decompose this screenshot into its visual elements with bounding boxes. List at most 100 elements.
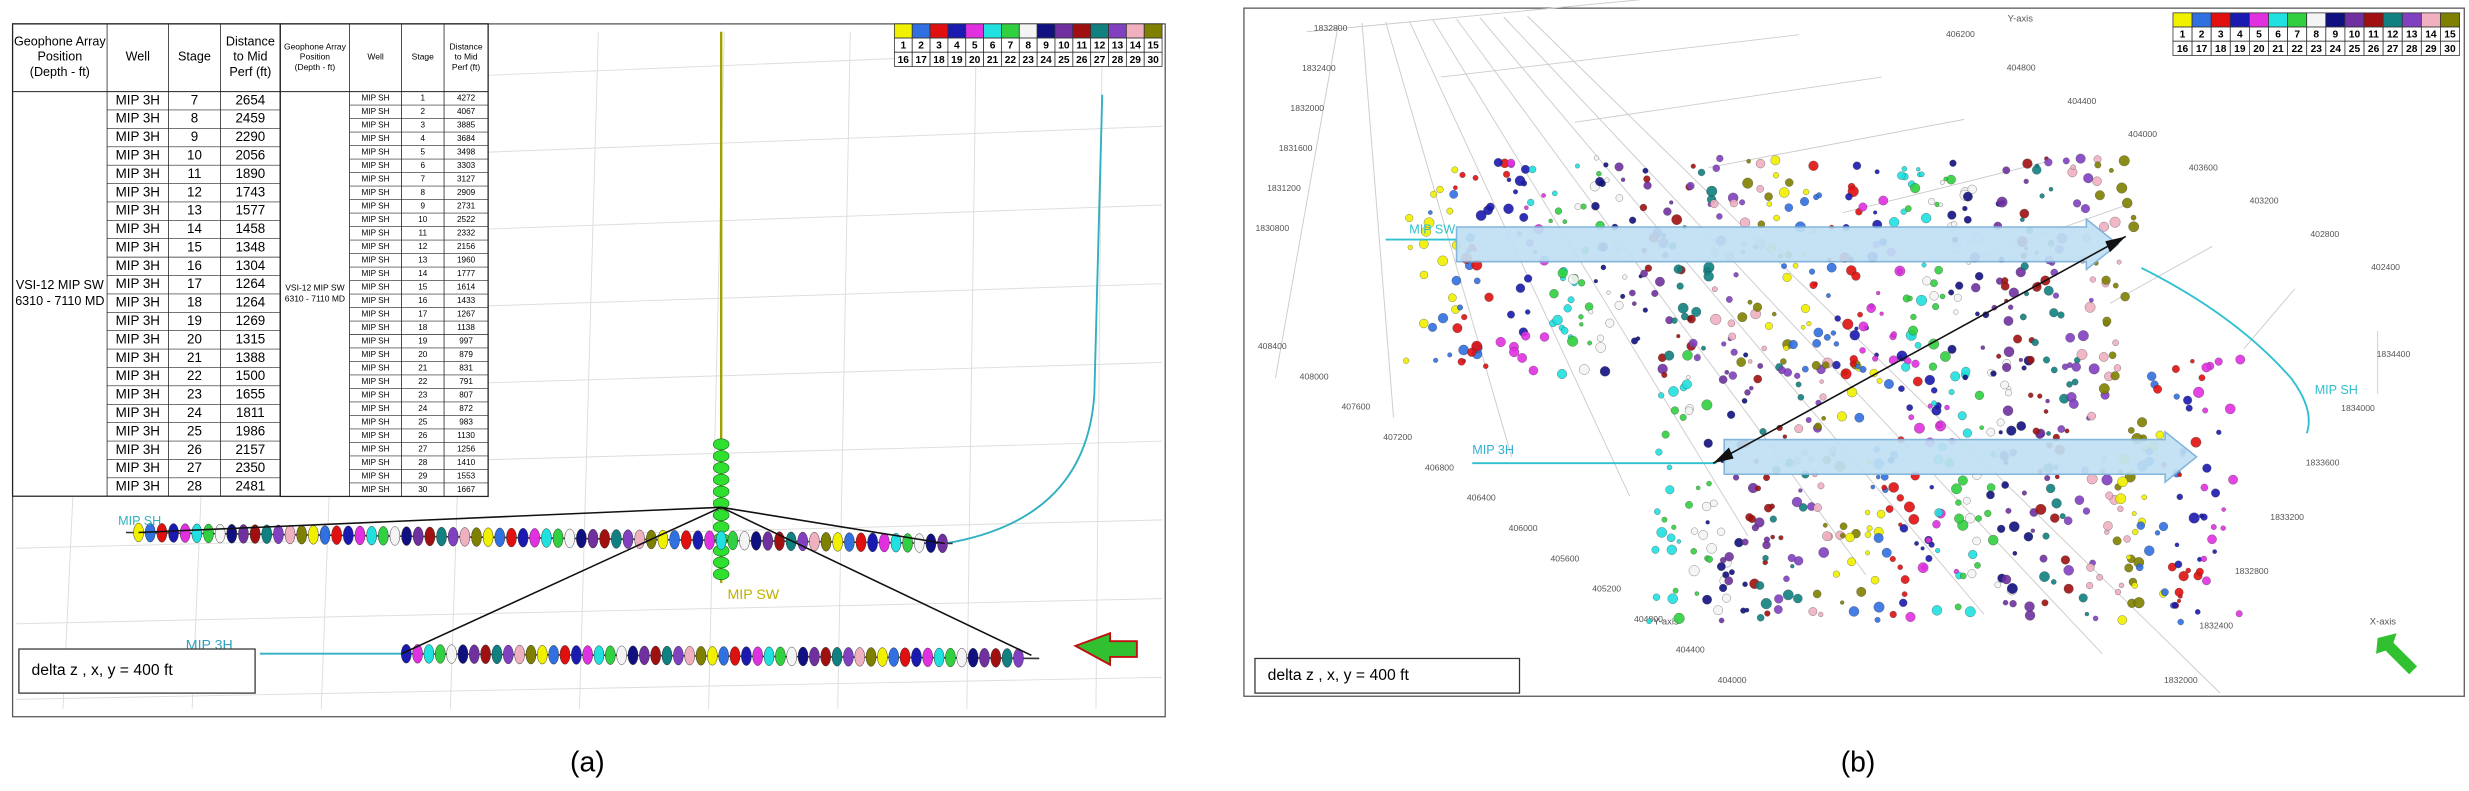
table-cell: 1264 [235,276,265,291]
event [1762,554,1769,562]
table-cell: 2522 [457,215,476,224]
event [2057,425,2066,433]
event [1901,591,1908,597]
table-group: VSI-12 MIP SW 6310 - 7110 MD [15,278,104,308]
event [1905,611,1916,622]
event [1557,369,1568,379]
event [1642,167,1649,174]
legend-swatch [1125,23,1145,39]
table-cell: 6 [421,161,426,170]
event [1906,404,1913,411]
well-label: MIP 3H [1472,443,1514,457]
event [1873,210,1878,215]
event [1840,368,1852,380]
event [2070,164,2076,170]
event [1857,311,1863,318]
event [2052,292,2060,299]
event [2060,555,2070,565]
event [1419,318,1429,329]
event [2101,275,2111,285]
event [2190,436,2202,448]
event [1493,158,1503,167]
stage-bead [680,530,692,550]
table-cell: MIP SH [362,269,390,278]
event [2195,567,2204,576]
event [2108,167,2114,173]
event [2023,532,2034,542]
event [2190,359,2195,364]
event [2155,430,2165,440]
event [1433,357,1439,363]
event [1651,289,1659,297]
event [1957,475,1968,486]
legend-swatch [2363,12,2384,28]
legend-swatch [2191,12,2212,28]
table-cell: 1743 [235,184,265,199]
event [1701,399,1713,411]
legend-swatch [1108,23,1127,39]
legend-swatch [2401,12,2422,28]
event [2002,599,2009,606]
event [2059,513,2066,520]
distance-ray [721,506,945,545]
axis-tick-label: 1832800 [2235,566,2269,576]
event [1798,488,1803,493]
grid-line [1708,118,1965,169]
event [1963,215,1972,224]
table-cell: 9 [191,129,198,144]
legend-swatch [2172,12,2193,28]
legend-label: 14 [2425,30,2437,41]
grid-line [2243,288,2296,349]
event [1446,207,1454,215]
event [2116,182,2128,194]
axis-tick-label: 1832400 [2199,620,2233,630]
event [1428,210,1433,215]
event [1663,207,1672,216]
table-cell: MIP 3H [116,442,160,457]
event [1910,313,1917,321]
stage-bead [877,647,888,667]
event [1503,170,1511,178]
stage-bead [762,531,774,551]
event [1865,550,1870,556]
event [2228,474,2238,485]
event [1901,362,1911,372]
stage-bead [424,526,436,547]
direction-arrow [1073,631,1138,667]
table-cell: 2654 [235,92,265,107]
stage-bead [832,532,843,552]
event [1939,180,1945,185]
stage-bead [494,527,506,548]
event [1819,379,1824,384]
event [1986,490,1995,500]
event [2063,565,2074,576]
table-cell: 5 [421,147,426,156]
stage-bead [945,647,956,668]
event [1782,272,1792,282]
event [1728,332,1737,341]
event [1963,191,1973,202]
event [1785,178,1794,187]
distance-line [1712,235,2127,464]
legend-swatch [1036,23,1056,39]
table-cell: 19 [418,336,428,345]
event [1528,365,1539,376]
event [1900,575,1910,584]
stage-bead [888,647,900,667]
event [2114,589,2122,596]
event [1921,213,1932,224]
event [1790,564,1795,569]
event [2136,521,2145,530]
event [1955,281,1964,290]
event [1503,203,1514,214]
event [1935,548,1941,554]
event [1953,309,1959,315]
event [1975,515,1982,522]
axis-tick-label: 1834000 [2341,403,2375,413]
table-cell: 1433 [457,296,476,305]
event [1813,327,1824,338]
event [1876,378,1883,384]
event [1774,594,1784,604]
stage-bead [979,648,990,668]
event [2016,421,2027,431]
